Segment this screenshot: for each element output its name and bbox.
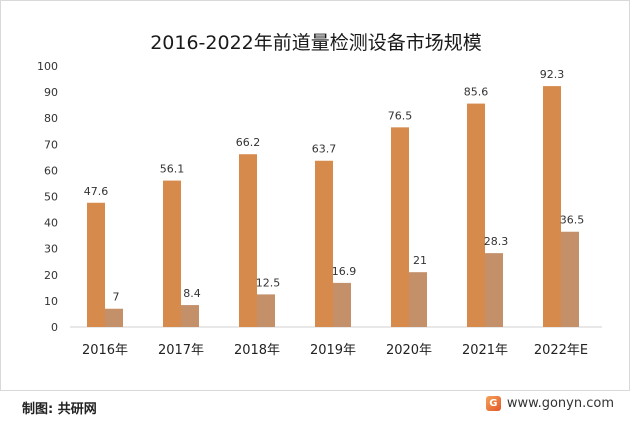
x-tick-label: 2022年E <box>534 343 588 358</box>
website-credit: G www.gonyn.com <box>485 396 614 411</box>
y-tick-label: 20 <box>44 269 58 282</box>
data-label: 47.6 <box>84 185 109 198</box>
bar-series-1 <box>467 103 485 327</box>
chart-title: 2016-2022年前道量检测设备市场规模 <box>150 32 482 54</box>
y-tick-label: 50 <box>44 191 58 204</box>
y-tick-label: 0 <box>51 321 58 334</box>
y-tick-label: 100 <box>37 60 58 73</box>
bar-series-2 <box>409 272 427 327</box>
y-tick-label: 80 <box>44 112 58 125</box>
bar-series-2 <box>485 253 503 327</box>
data-label: 12.5 <box>256 276 281 289</box>
bar-series-1 <box>315 160 333 327</box>
x-tick-label: 2016年 <box>82 343 128 358</box>
y-tick-label: 40 <box>44 217 58 230</box>
data-label: 7 <box>113 291 120 304</box>
x-tick-label: 2018年 <box>234 343 280 358</box>
chart-frame <box>0 0 630 391</box>
bar-series-2 <box>561 231 579 327</box>
data-label: 36.5 <box>560 214 585 227</box>
bar-series-1 <box>543 86 561 327</box>
data-label: 16.9 <box>332 265 357 278</box>
y-tick-label: 30 <box>44 243 58 256</box>
x-tick-label: 2020年 <box>386 343 432 358</box>
data-label: 28.3 <box>484 235 509 248</box>
data-label: 8.4 <box>183 287 201 300</box>
data-label: 66.2 <box>236 136 261 149</box>
bar-series-1 <box>163 180 181 327</box>
y-tick-label: 60 <box>44 164 58 177</box>
website-url: www.gonyn.com <box>506 396 614 411</box>
bar-series-2 <box>333 282 351 327</box>
source-credit: 制图: 共研网 <box>22 402 97 417</box>
data-label: 92.3 <box>540 68 565 81</box>
bar-series-1 <box>87 202 105 327</box>
bar-series-2 <box>257 294 275 327</box>
bar-series-2 <box>181 305 199 327</box>
data-label: 63.7 <box>312 143 337 156</box>
data-label: 21 <box>413 254 427 267</box>
y-tick-label: 70 <box>44 138 58 151</box>
gonyn-logo-icon: G <box>485 396 501 411</box>
y-tick-label: 10 <box>44 295 58 308</box>
x-tick-label: 2021年 <box>462 343 508 358</box>
data-label: 85.6 <box>464 86 489 99</box>
data-label: 56.1 <box>160 163 185 176</box>
bar-series-2 <box>105 308 123 327</box>
y-tick-label: 90 <box>44 86 58 99</box>
x-tick-label: 2019年 <box>310 343 356 358</box>
x-tick-label: 2017年 <box>158 343 204 358</box>
data-label: 76.5 <box>388 109 413 122</box>
bar-series-1 <box>239 154 257 327</box>
bar-series-1 <box>391 127 409 328</box>
